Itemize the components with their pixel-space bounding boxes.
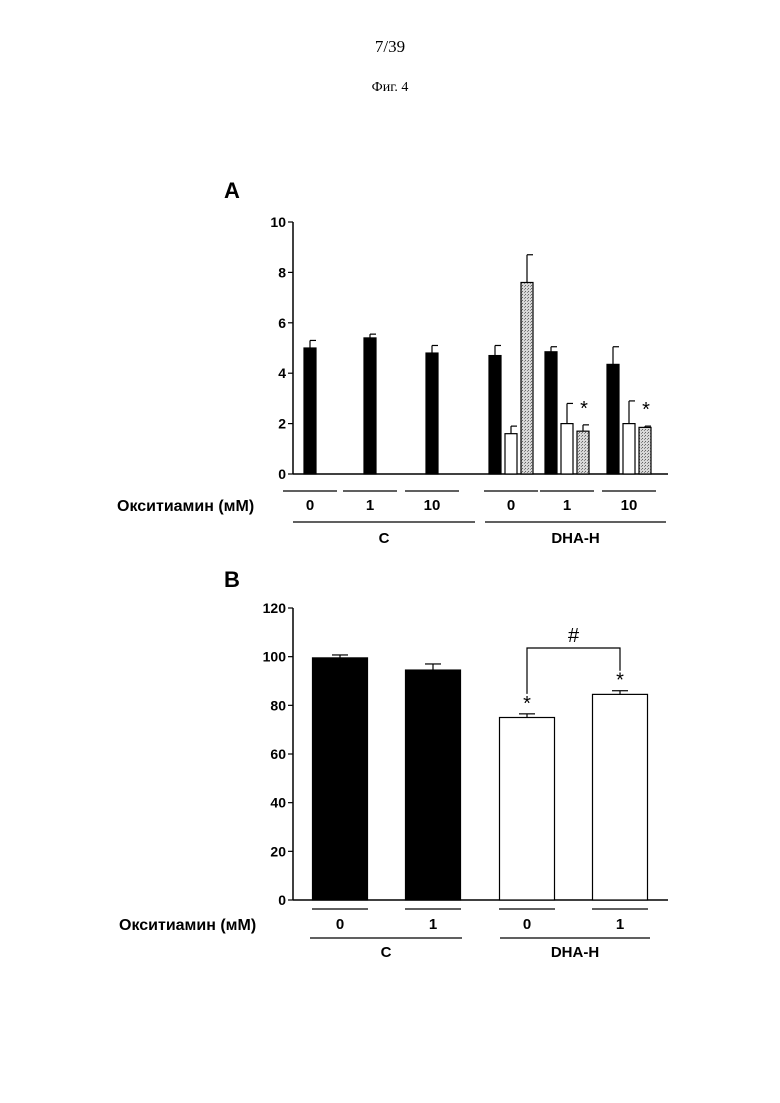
y-tick-label: 0	[278, 466, 286, 482]
bar	[426, 353, 438, 474]
bar	[577, 431, 589, 474]
panel-label-a: A	[224, 178, 240, 203]
y-tick-label: 10	[270, 214, 286, 230]
significance-marker: *	[580, 398, 588, 420]
y-tick-label: 20	[270, 843, 286, 859]
significance-marker: *	[523, 693, 531, 715]
y-tick-label: 6	[278, 315, 286, 331]
y-tick-label: 100	[263, 649, 287, 665]
bar	[364, 338, 376, 474]
dose-label: 0	[507, 497, 515, 514]
dose-label: 1	[366, 497, 374, 514]
dose-label: 0	[336, 916, 344, 933]
significance-marker: *	[616, 670, 624, 692]
comparison-marker: #	[568, 625, 580, 647]
bar	[545, 352, 557, 474]
dose-label: 1	[429, 916, 437, 933]
comparison-bracket	[527, 648, 620, 694]
y-tick-label: 4	[278, 365, 286, 381]
significance-marker: *	[642, 399, 650, 421]
bar	[607, 364, 619, 474]
dose-label: 0	[523, 916, 531, 933]
y-tick-label: 60	[270, 746, 286, 762]
y-tick-label: 8	[278, 264, 286, 280]
dose-label: 10	[621, 497, 638, 514]
group-label: DHA-H	[551, 944, 599, 961]
bar	[505, 434, 517, 474]
dose-label: 0	[306, 497, 314, 514]
dose-label: 10	[424, 497, 441, 514]
bar	[623, 424, 635, 474]
panel-label-b: B	[224, 567, 240, 592]
group-label: DHA-H	[551, 530, 599, 547]
bar	[304, 348, 316, 474]
oxythiamine-row-label: Окситиамин (мМ)	[117, 498, 254, 515]
bar	[313, 658, 368, 900]
bar	[521, 282, 533, 474]
bar	[500, 718, 555, 901]
bar	[489, 356, 501, 474]
y-tick-label: 40	[270, 795, 286, 811]
y-tick-label: 80	[270, 697, 286, 713]
oxythiamine-row-label: Окситиамин (мМ)	[119, 917, 256, 934]
y-tick-label: 120	[263, 600, 287, 616]
bar	[406, 670, 461, 900]
bar	[561, 424, 573, 474]
y-tick-label: 2	[278, 416, 286, 432]
group-label: C	[381, 944, 392, 961]
bar	[593, 694, 648, 900]
dose-label: 1	[563, 497, 571, 514]
dose-label: 1	[616, 916, 624, 933]
bar	[639, 427, 651, 474]
group-label: C	[379, 530, 390, 547]
y-tick-label: 0	[278, 892, 286, 908]
